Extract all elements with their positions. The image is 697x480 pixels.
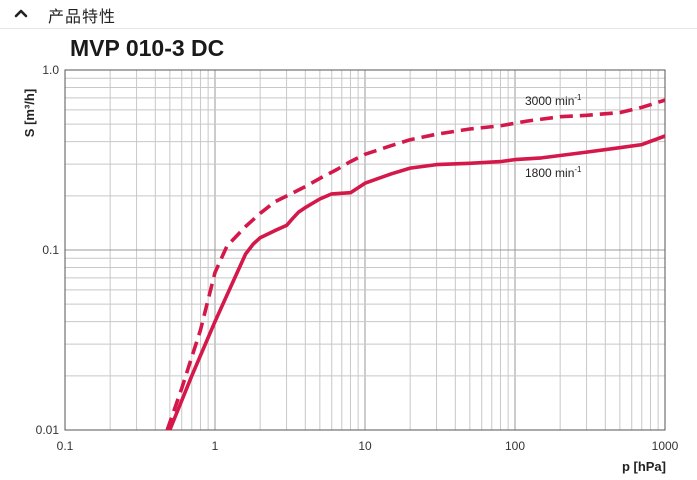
y-tick-label: 0.01 bbox=[36, 423, 60, 437]
y-tick-label: 0.1 bbox=[42, 243, 59, 257]
series-label-1800-main: 1800 min bbox=[525, 166, 574, 180]
series-label-1800-sup: -1 bbox=[574, 165, 582, 174]
y-tick-labels: 0.01 0.1 1.0 bbox=[36, 63, 60, 437]
series-label-3000-main: 3000 min bbox=[525, 94, 574, 108]
plot-frame bbox=[64, 69, 666, 431]
series-lines bbox=[165, 98, 666, 431]
series-label-1800: 1800 min-1 bbox=[525, 165, 582, 180]
x-tick-label: 1000 bbox=[652, 439, 679, 453]
section-title: 产品特性 bbox=[48, 7, 117, 26]
section-header[interactable]: 产品特性 bbox=[0, 0, 697, 29]
series-line-3000 bbox=[165, 98, 666, 431]
x-tick-label: 1 bbox=[212, 439, 219, 453]
x-tick-label: 100 bbox=[505, 439, 525, 453]
series-label-3000: 3000 min-1 bbox=[525, 93, 582, 108]
series-line-1800 bbox=[168, 134, 666, 431]
chevron-up-icon[interactable] bbox=[10, 4, 32, 22]
x-tick-label: 10 bbox=[358, 439, 372, 453]
x-axis-title: p [hPa] bbox=[622, 459, 666, 474]
chart-title: MVP 010-3 DC bbox=[70, 35, 224, 61]
x-tick-label: 0.1 bbox=[57, 439, 74, 453]
series-label-3000-sup: -1 bbox=[574, 93, 582, 102]
y-axis-title: S [m³/h] bbox=[22, 89, 37, 137]
grid bbox=[65, 70, 665, 430]
x-tick-labels: 0.1 1 10 100 1000 bbox=[57, 439, 679, 453]
y-tick-label: 1.0 bbox=[42, 63, 59, 77]
